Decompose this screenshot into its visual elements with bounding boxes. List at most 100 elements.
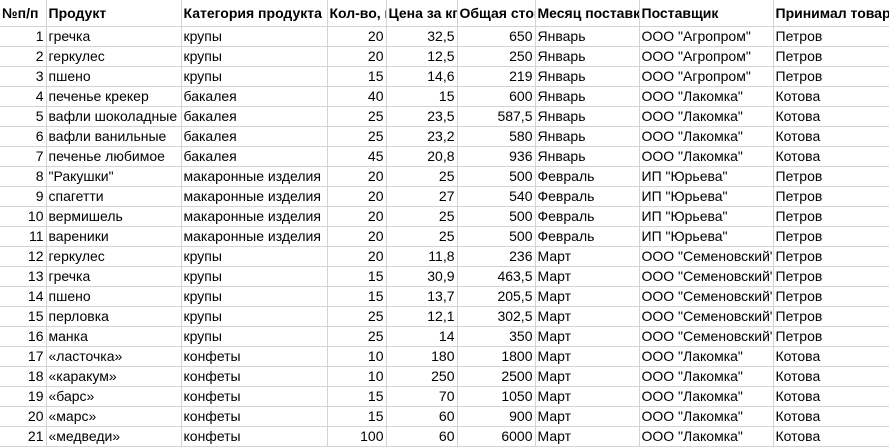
cell-month[interactable]: Март (535, 366, 640, 387)
cell-price[interactable]: 14 (386, 326, 458, 347)
cell-category[interactable]: конфеты (181, 426, 328, 447)
cell-total[interactable]: 350 (457, 326, 536, 347)
cell-number[interactable]: 8 (0, 166, 47, 187)
cell-supplier[interactable]: ООО "Семеновский" (639, 266, 774, 287)
cell-receiver[interactable]: Петров (773, 186, 889, 207)
cell-quantity[interactable]: 100 (327, 426, 387, 447)
cell-price[interactable]: 250 (386, 366, 458, 387)
header-cell-category[interactable]: Категория продукта (181, 0, 328, 27)
cell-price[interactable]: 70 (386, 386, 458, 407)
cell-total[interactable]: 205,5 (457, 286, 536, 307)
cell-product[interactable]: «барс» (46, 386, 182, 407)
cell-receiver[interactable]: Петров (773, 306, 889, 327)
cell-number[interactable]: 1 (0, 26, 47, 47)
cell-product[interactable]: спагетти (46, 186, 182, 207)
cell-quantity[interactable]: 25 (327, 326, 387, 347)
cell-month[interactable]: Март (535, 346, 640, 367)
cell-receiver[interactable]: Петров (773, 266, 889, 287)
cell-category[interactable]: крупы (181, 26, 328, 47)
cell-product[interactable]: печенье любимое (46, 146, 182, 167)
cell-product[interactable]: «ласточка» (46, 346, 182, 367)
cell-month[interactable]: Март (535, 246, 640, 267)
cell-receiver[interactable]: Петров (773, 246, 889, 267)
cell-supplier[interactable]: ООО "Семеновский" (639, 246, 774, 267)
cell-supplier[interactable]: ООО "Лакомка" (639, 86, 774, 107)
cell-total[interactable]: 500 (457, 206, 536, 227)
header-cell-quantity[interactable]: Кол-во, к (327, 0, 387, 27)
cell-quantity[interactable]: 25 (327, 126, 387, 147)
cell-total[interactable]: 500 (457, 166, 536, 187)
cell-month[interactable]: Январь (535, 146, 640, 167)
cell-category[interactable]: крупы (181, 286, 328, 307)
cell-price[interactable]: 12,1 (386, 306, 458, 327)
cell-price[interactable]: 60 (386, 426, 458, 447)
cell-price[interactable]: 11,8 (386, 246, 458, 267)
cell-month[interactable]: Январь (535, 86, 640, 107)
cell-total[interactable]: 302,5 (457, 306, 536, 327)
cell-product[interactable]: геркулес (46, 46, 182, 67)
cell-category[interactable]: конфеты (181, 406, 328, 427)
cell-category[interactable]: конфеты (181, 346, 328, 367)
cell-category[interactable]: крупы (181, 266, 328, 287)
cell-quantity[interactable]: 10 (327, 366, 387, 387)
cell-quantity[interactable]: 25 (327, 306, 387, 327)
cell-total[interactable]: 936 (457, 146, 536, 167)
cell-product[interactable]: гречка (46, 266, 182, 287)
cell-month[interactable]: Февраль (535, 206, 640, 227)
cell-category[interactable]: крупы (181, 246, 328, 267)
cell-month[interactable]: Март (535, 286, 640, 307)
cell-total[interactable]: 587,5 (457, 106, 536, 127)
cell-number[interactable]: 7 (0, 146, 47, 167)
cell-product[interactable]: "Ракушки" (46, 166, 182, 187)
cell-total[interactable]: 600 (457, 86, 536, 107)
cell-product[interactable]: манка (46, 326, 182, 347)
cell-product[interactable]: «марс» (46, 406, 182, 427)
cell-total[interactable]: 500 (457, 226, 536, 247)
cell-receiver[interactable]: Котова (773, 346, 889, 367)
cell-quantity[interactable]: 20 (327, 46, 387, 67)
cell-number[interactable]: 14 (0, 286, 47, 307)
cell-supplier[interactable]: ИП "Юрьева" (639, 186, 774, 207)
cell-number[interactable]: 15 (0, 306, 47, 327)
cell-price[interactable]: 25 (386, 226, 458, 247)
cell-receiver[interactable]: Петров (773, 26, 889, 47)
header-cell-month[interactable]: Месяц поставки (535, 0, 640, 27)
cell-supplier[interactable]: ООО "Семеновский" (639, 286, 774, 307)
cell-category[interactable]: макаронные изделия (181, 186, 328, 207)
cell-product[interactable]: вареники (46, 226, 182, 247)
cell-price[interactable]: 25 (386, 206, 458, 227)
cell-price[interactable]: 60 (386, 406, 458, 427)
cell-category[interactable]: бакалея (181, 146, 328, 167)
cell-number[interactable]: 9 (0, 186, 47, 207)
cell-category[interactable]: конфеты (181, 366, 328, 387)
cell-number[interactable]: 5 (0, 106, 47, 127)
cell-price[interactable]: 180 (386, 346, 458, 367)
cell-supplier[interactable]: ИП "Юрьева" (639, 166, 774, 187)
cell-category[interactable]: бакалея (181, 86, 328, 107)
cell-price[interactable]: 30,9 (386, 266, 458, 287)
cell-number[interactable]: 4 (0, 86, 47, 107)
cell-total[interactable]: 1050 (457, 386, 536, 407)
cell-quantity[interactable]: 20 (327, 26, 387, 47)
cell-receiver[interactable]: Петров (773, 226, 889, 247)
cell-supplier[interactable]: ООО "Лакомка" (639, 406, 774, 427)
cell-supplier[interactable]: ИП "Юрьева" (639, 226, 774, 247)
cell-quantity[interactable]: 20 (327, 226, 387, 247)
cell-quantity[interactable]: 15 (327, 286, 387, 307)
cell-category[interactable]: бакалея (181, 106, 328, 127)
cell-total[interactable]: 236 (457, 246, 536, 267)
cell-month[interactable]: Январь (535, 26, 640, 47)
cell-price[interactable]: 15 (386, 86, 458, 107)
cell-product[interactable]: вафли ванильные (46, 126, 182, 147)
cell-quantity[interactable]: 15 (327, 386, 387, 407)
cell-total[interactable]: 900 (457, 406, 536, 427)
cell-quantity[interactable]: 15 (327, 406, 387, 427)
cell-total[interactable]: 2500 (457, 366, 536, 387)
cell-price[interactable]: 32,5 (386, 26, 458, 47)
cell-product[interactable]: печенье крекер (46, 86, 182, 107)
cell-category[interactable]: макаронные изделия (181, 166, 328, 187)
cell-month[interactable]: Март (535, 266, 640, 287)
cell-month[interactable]: Январь (535, 126, 640, 147)
cell-supplier[interactable]: ООО "Семеновский" (639, 306, 774, 327)
cell-supplier[interactable]: ООО "Агропром" (639, 26, 774, 47)
